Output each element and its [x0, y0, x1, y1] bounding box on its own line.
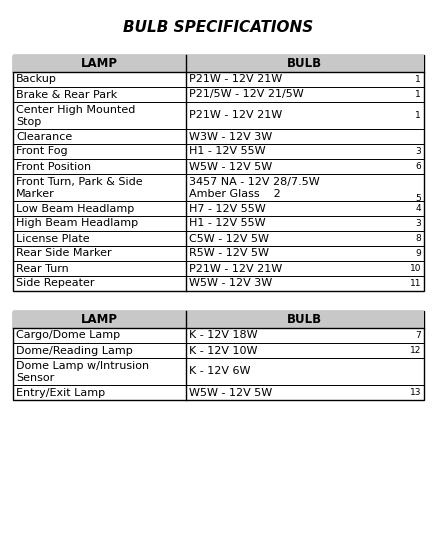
- Text: Side Repeater: Side Repeater: [16, 279, 94, 288]
- Text: K - 12V 6W: K - 12V 6W: [189, 367, 250, 376]
- Text: P21W - 12V 21W: P21W - 12V 21W: [189, 263, 282, 273]
- Text: BULB: BULB: [287, 313, 323, 326]
- Bar: [13, 55, 424, 72]
- Text: Center High Mounted: Center High Mounted: [16, 105, 135, 115]
- Text: H1 - 12V 55W: H1 - 12V 55W: [189, 219, 265, 229]
- Text: 10: 10: [409, 264, 421, 273]
- Text: R5W - 12V 5W: R5W - 12V 5W: [189, 248, 269, 259]
- Bar: [13, 311, 424, 400]
- Text: 12: 12: [409, 346, 421, 355]
- Text: Dome/Reading Lamp: Dome/Reading Lamp: [16, 345, 133, 356]
- Text: 11: 11: [409, 279, 421, 288]
- Bar: [13, 55, 424, 291]
- Text: P21/5W - 12V 21/5W: P21/5W - 12V 21/5W: [189, 90, 303, 100]
- Text: Backup: Backup: [16, 75, 57, 85]
- Text: Front Fog: Front Fog: [16, 147, 68, 157]
- Text: Rear Turn: Rear Turn: [16, 263, 69, 273]
- Text: Front Position: Front Position: [16, 161, 91, 172]
- Text: W5W - 12V 5W: W5W - 12V 5W: [189, 161, 272, 172]
- Text: K - 12V 18W: K - 12V 18W: [189, 330, 257, 341]
- Text: Stop: Stop: [16, 117, 41, 127]
- Bar: [13, 311, 424, 328]
- Text: Dome Lamp w/Intrusion: Dome Lamp w/Intrusion: [16, 361, 149, 371]
- Text: W3W - 12V 3W: W3W - 12V 3W: [189, 132, 272, 141]
- Text: 13: 13: [409, 388, 421, 397]
- Text: P21W - 12V 21W: P21W - 12V 21W: [189, 110, 282, 120]
- Text: BULB SPECIFICATIONS: BULB SPECIFICATIONS: [123, 20, 314, 35]
- Text: High Beam Headlamp: High Beam Headlamp: [16, 219, 138, 229]
- Text: Low Beam Headlamp: Low Beam Headlamp: [16, 204, 134, 214]
- Text: 4: 4: [416, 204, 421, 213]
- Text: 1: 1: [415, 90, 421, 99]
- Text: Front Turn, Park & Side: Front Turn, Park & Side: [16, 177, 142, 187]
- Text: 9: 9: [415, 249, 421, 258]
- Text: Marker: Marker: [16, 189, 55, 199]
- Text: W5W - 12V 5W: W5W - 12V 5W: [189, 387, 272, 398]
- Text: 6: 6: [415, 162, 421, 171]
- Text: P21W - 12V 21W: P21W - 12V 21W: [189, 75, 282, 85]
- Text: Rear Side Marker: Rear Side Marker: [16, 248, 111, 259]
- Text: 7: 7: [415, 331, 421, 340]
- Text: Sensor: Sensor: [16, 373, 54, 383]
- Text: 3457 NA - 12V 28/7.5W: 3457 NA - 12V 28/7.5W: [189, 177, 319, 187]
- Text: License Plate: License Plate: [16, 233, 90, 244]
- Text: 3: 3: [415, 147, 421, 156]
- Text: 3: 3: [415, 219, 421, 228]
- Text: 8: 8: [415, 234, 421, 243]
- Text: 5: 5: [415, 194, 421, 203]
- Text: 1: 1: [415, 111, 421, 120]
- Text: Cargo/Dome Lamp: Cargo/Dome Lamp: [16, 330, 120, 341]
- Text: W5W - 12V 3W: W5W - 12V 3W: [189, 279, 272, 288]
- Text: H7 - 12V 55W: H7 - 12V 55W: [189, 204, 265, 214]
- Text: H1 - 12V 55W: H1 - 12V 55W: [189, 147, 265, 157]
- Text: Entry/Exit Lamp: Entry/Exit Lamp: [16, 387, 105, 398]
- Text: Amber Glass    2: Amber Glass 2: [189, 189, 281, 199]
- Text: LAMP: LAMP: [81, 313, 118, 326]
- Text: LAMP: LAMP: [81, 57, 118, 70]
- Text: Clearance: Clearance: [16, 132, 72, 141]
- Text: K - 12V 10W: K - 12V 10W: [189, 345, 257, 356]
- Text: BULB: BULB: [287, 57, 323, 70]
- Text: Brake & Rear Park: Brake & Rear Park: [16, 90, 117, 100]
- Text: C5W - 12V 5W: C5W - 12V 5W: [189, 233, 269, 244]
- Text: 1: 1: [415, 75, 421, 84]
